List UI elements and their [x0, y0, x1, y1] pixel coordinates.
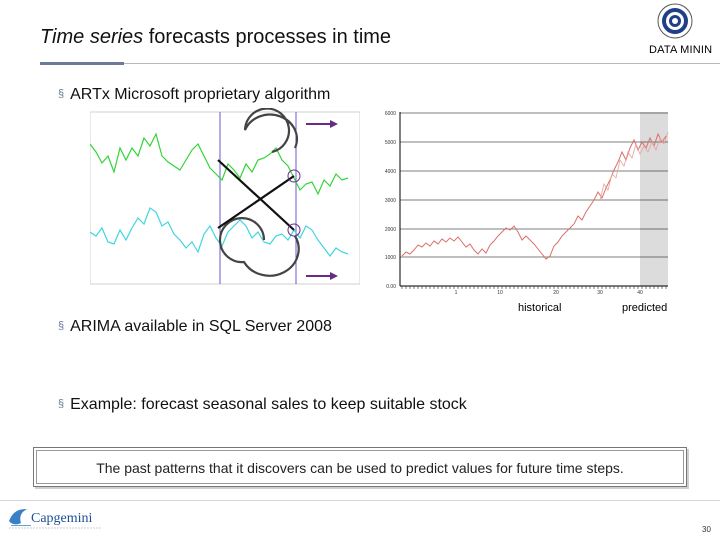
forecast-chart: 0.00 1000 2000 3000 4000 5000 6000 1 10 …: [385, 111, 669, 296]
bullet-example: § Example: forecast seasonal sales to kee…: [58, 396, 467, 413]
cross-line-1: [217, 159, 295, 231]
y-tick-label: 6000: [385, 111, 396, 117]
history-series-line: [401, 132, 667, 260]
page-number: 30: [702, 525, 711, 534]
title-rule-thin: [124, 63, 720, 64]
x-tick-label: 30: [597, 290, 603, 296]
spade-icon: [9, 509, 31, 526]
bullet-example-text: Example: forecast seasonal sales to keep…: [70, 396, 467, 413]
page-title-italic: Time series: [40, 26, 144, 48]
callout-box: The past patterns that it discovers can …: [33, 447, 687, 487]
page-title-rest: forecasts processes in time: [143, 26, 392, 48]
data-mining-logo-icon: [657, 3, 693, 39]
y-tick-label: 0.00: [386, 284, 396, 290]
logo-text: DATA MININ: [649, 44, 713, 56]
x-tick-label: 40: [637, 290, 643, 296]
page-title: Time series forecasts processes in time: [40, 26, 391, 49]
predicted-region: [640, 112, 668, 286]
time-series-diagram: [90, 108, 360, 285]
title-rule: [40, 62, 124, 65]
y-tick-label: 2000: [385, 227, 396, 233]
bullet-arima: § ARIMA available in SQL Server 2008: [58, 318, 332, 335]
footer-divider: [0, 500, 720, 501]
loop-arrow-bottom: [218, 216, 300, 277]
loop-arrow-top: [243, 108, 298, 154]
caption-predicted: predicted: [622, 302, 668, 314]
brand-name: Capgemini: [31, 511, 93, 526]
marker-bottom: [287, 223, 301, 237]
marker-top: [287, 169, 301, 183]
bullet-arima-text: ARIMA available in SQL Server 2008: [70, 318, 332, 335]
arrow-top-head: [330, 120, 338, 128]
arrow-bottom-head: [330, 272, 338, 280]
callout-text: The past patterns that it discovers can …: [96, 460, 624, 476]
x-tick-label: 1: [455, 290, 458, 296]
caption-historical: historical: [518, 302, 562, 314]
capgemini-logo: Capgemini: [9, 509, 101, 529]
bullet-artx: § ARTx Microsoft proprietary algorithm: [58, 86, 331, 103]
y-tick-label: 5000: [385, 140, 396, 146]
x-tick-label: 10: [497, 290, 503, 296]
diagram-frame: [90, 111, 360, 285]
bullet-artx-text: ARTx Microsoft proprietary algorithm: [70, 86, 331, 103]
cross-line-2: [217, 175, 295, 229]
gridlines: [400, 112, 668, 258]
x-ticks: [401, 286, 667, 289]
y-tick-label: 1000: [385, 255, 396, 261]
green-series-line: [90, 132, 349, 196]
y-tick-label: 3000: [385, 198, 396, 204]
x-tick-label: 20: [553, 290, 559, 296]
history-series-jitter: [599, 131, 669, 201]
y-tick-label: 4000: [385, 169, 396, 175]
